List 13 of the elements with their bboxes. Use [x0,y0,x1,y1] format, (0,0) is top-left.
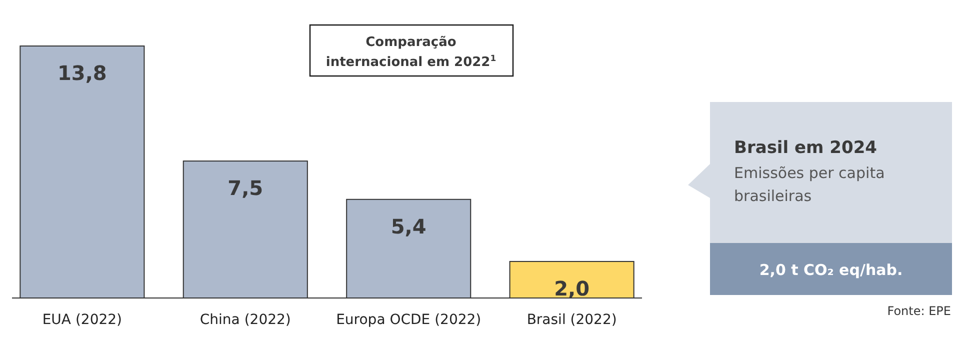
data-label: 5,4 [390,214,426,238]
x-tick-label: EUA (2022) [42,312,122,328]
text: Emissões per capita brasileiras [734,164,885,205]
x-tick-label: Europa OCDE (2022) [336,312,482,328]
text: Brasil em 2024 [734,138,878,158]
chart-title: Comparação internacional em 2022$^{1}$ [326,35,496,70]
data-label: 13,8 [58,61,107,85]
data-label: 7,5 [228,176,264,200]
x-tick-label: China (2022) [200,312,291,328]
x-tick-label: Brasil (2022) [526,312,617,328]
text: 2,0 t CO₂ eq/hab. [759,261,903,279]
source-note: Fonte: EPE [887,304,951,318]
data-label: 2,0 [554,276,590,300]
